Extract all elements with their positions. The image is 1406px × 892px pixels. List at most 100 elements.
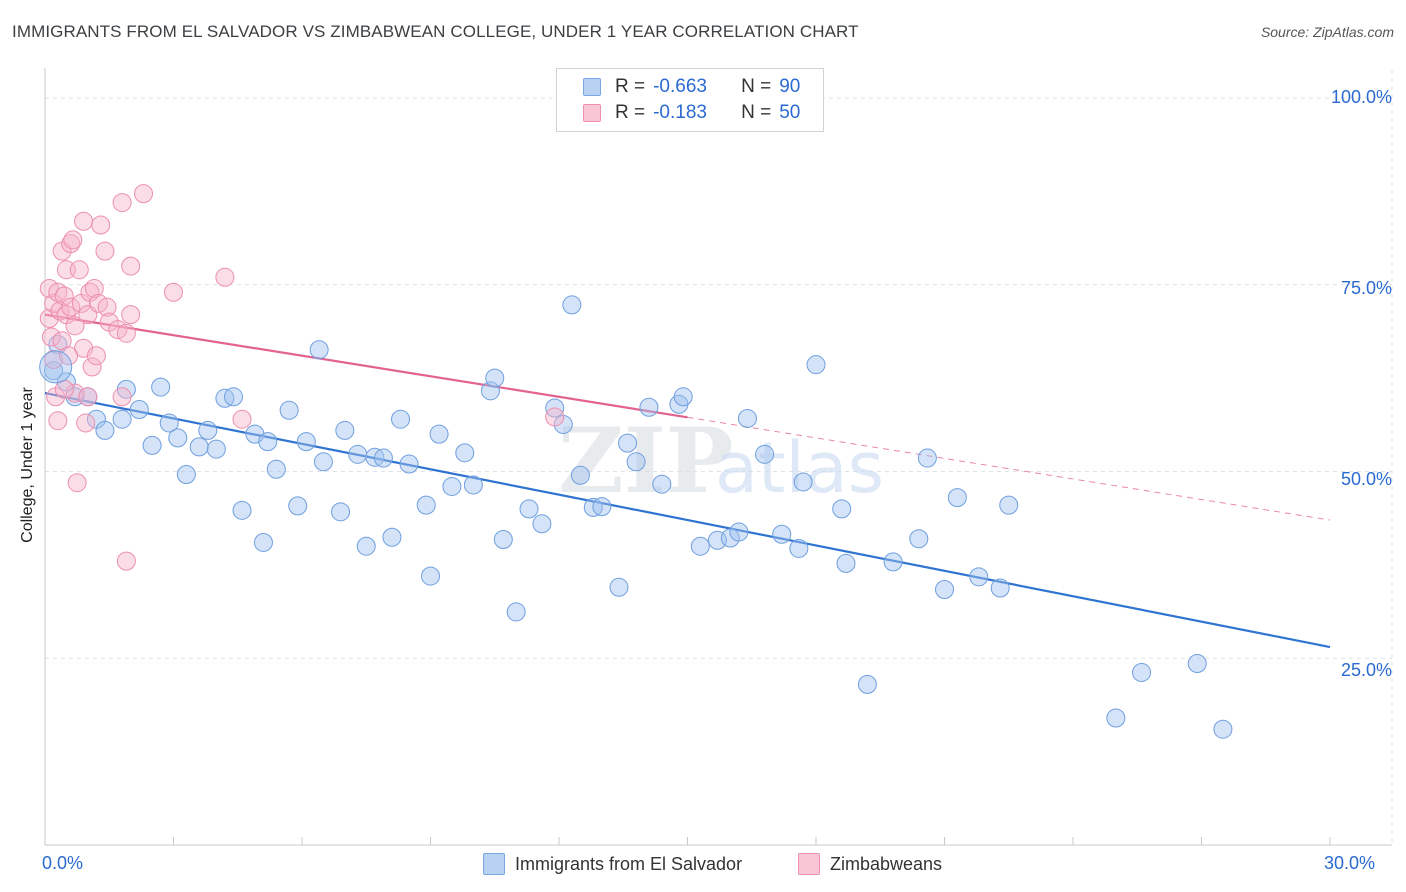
zimbabwean-point (121, 305, 141, 325)
zimbabwean-point (232, 409, 252, 429)
x-tick-label-min: 0.0% (42, 853, 84, 873)
legend-n-label: N = (741, 102, 772, 123)
zimbabwean-point (67, 473, 87, 493)
axes (44, 68, 1392, 846)
zimbabwean-point (69, 260, 89, 280)
zimbabwean-trend-line-dashed (687, 416, 1331, 521)
el-salvador-point (253, 532, 273, 552)
el-salvador-point (857, 674, 877, 694)
zimbabwean-point (76, 413, 96, 433)
el-salvador-point (309, 340, 329, 360)
y-tick-label-25: 25.0% (1340, 660, 1392, 680)
el-salvador-point (442, 476, 462, 496)
el-salvador-point (373, 448, 393, 468)
y-tick-label-50: 50.0% (1340, 469, 1392, 489)
el-salvador-point (463, 475, 483, 495)
zimbabwean-point (84, 278, 104, 298)
el-salvador-point (609, 577, 629, 597)
el-salvador-point (258, 432, 278, 452)
zimbabwean-point (164, 282, 183, 302)
zimbabwean-point (116, 323, 136, 343)
zimbabwean-point (112, 193, 132, 213)
zimbabwean-point (86, 346, 106, 366)
el-salvador-point (189, 437, 209, 457)
el-salvador-point (562, 295, 582, 315)
el-salvador-point (399, 454, 419, 474)
el-salvador-point (990, 578, 1010, 598)
el-salvador-point (917, 448, 937, 468)
el-salvador-point (592, 497, 612, 517)
el-salvador-point (151, 377, 171, 397)
el-salvador-point (356, 536, 376, 556)
el-salvador-point (335, 420, 355, 440)
el-salvador-point (159, 413, 179, 433)
legend-r-label: R = (615, 102, 646, 123)
el-salvador-point (485, 368, 505, 388)
legend-series-name: Zimbabweans (830, 853, 943, 874)
el-salvador-point (836, 553, 856, 573)
y-axis-label: College, Under 1 year (19, 387, 36, 543)
el-salvador-point (313, 452, 333, 472)
el-salvador-point (279, 400, 299, 420)
el-salvador-point (506, 602, 526, 622)
zimbabwean-trend-line (44, 313, 688, 419)
el-salvador-point (729, 522, 749, 542)
el-salvador-point (639, 397, 659, 417)
zimbabwean-point (54, 286, 74, 306)
zimbabwean-point (41, 327, 61, 347)
zimbabwean-point (112, 387, 132, 407)
el-salvador-point (331, 502, 351, 522)
legend-swatch-pink (798, 853, 820, 875)
el-salvador-point (999, 495, 1019, 515)
x-tick-label-max: 30.0% (1324, 853, 1376, 873)
zimbabwean-point (65, 316, 85, 336)
zimbabwean-point (82, 357, 102, 377)
el-salvador-point (382, 527, 402, 547)
el-salvador-point (832, 499, 852, 519)
legend-n-value: 50 (779, 102, 801, 123)
el-salvador-point (618, 433, 638, 453)
el-salvador-point (112, 409, 132, 429)
el-salvador-point (532, 514, 552, 534)
zimbabwean-point (215, 267, 235, 287)
zimbabwean-point (545, 407, 565, 427)
el-salvador-point (737, 408, 757, 428)
legend-row-zimbabweans: R = -0.183 N = 50 (557, 100, 800, 126)
chart-title: IMMIGRANTS FROM EL SALVADOR VS ZIMBABWEA… (12, 22, 859, 41)
bottom-legend-zimbabweans[interactable]: Zimbabweans (798, 852, 942, 876)
zimbabwean-point (48, 411, 68, 431)
zimbabwean-point (48, 282, 68, 302)
zimbabwean-point (74, 211, 94, 231)
el-salvador-point (429, 424, 449, 444)
el-salvador-point-large (39, 350, 73, 384)
zimbabwean-point (78, 387, 98, 407)
legend-r-label: R = (615, 76, 646, 97)
zimbabwean-point (134, 184, 154, 204)
zimbabwean-point (116, 551, 136, 571)
el-salvador-point (772, 524, 792, 544)
bottom-legend-el-salvador[interactable]: Immigrants from El Salvador (483, 852, 742, 876)
zimbabwean-point (44, 349, 64, 369)
source-label: Source: ZipAtlas.com (1260, 24, 1394, 40)
el-salvador-point (266, 459, 286, 479)
el-salvador-point (570, 465, 590, 485)
el-salvador-point (176, 464, 196, 484)
el-salvador-point (129, 399, 149, 419)
y-tick-label-100: 100.0% (1330, 87, 1392, 107)
zimbabwean-point (97, 297, 117, 317)
el-salvador-point (198, 420, 218, 440)
el-salvador-point (690, 536, 710, 556)
el-salvador-point (1132, 662, 1152, 682)
legend-r-value: -0.183 (653, 102, 707, 123)
legend-swatch-blue (583, 78, 601, 96)
legend-swatch-pink (583, 104, 601, 122)
el-salvador-point (626, 452, 646, 472)
el-salvador-point (883, 552, 903, 572)
zimbabwean-point (121, 256, 141, 276)
el-salvador-point (935, 580, 954, 600)
legend-n-label: N = (741, 76, 772, 97)
y-tick-label-75: 75.0% (1340, 278, 1392, 298)
el-salvador-point (480, 381, 500, 401)
watermark-zip: ZIP (558, 408, 733, 514)
